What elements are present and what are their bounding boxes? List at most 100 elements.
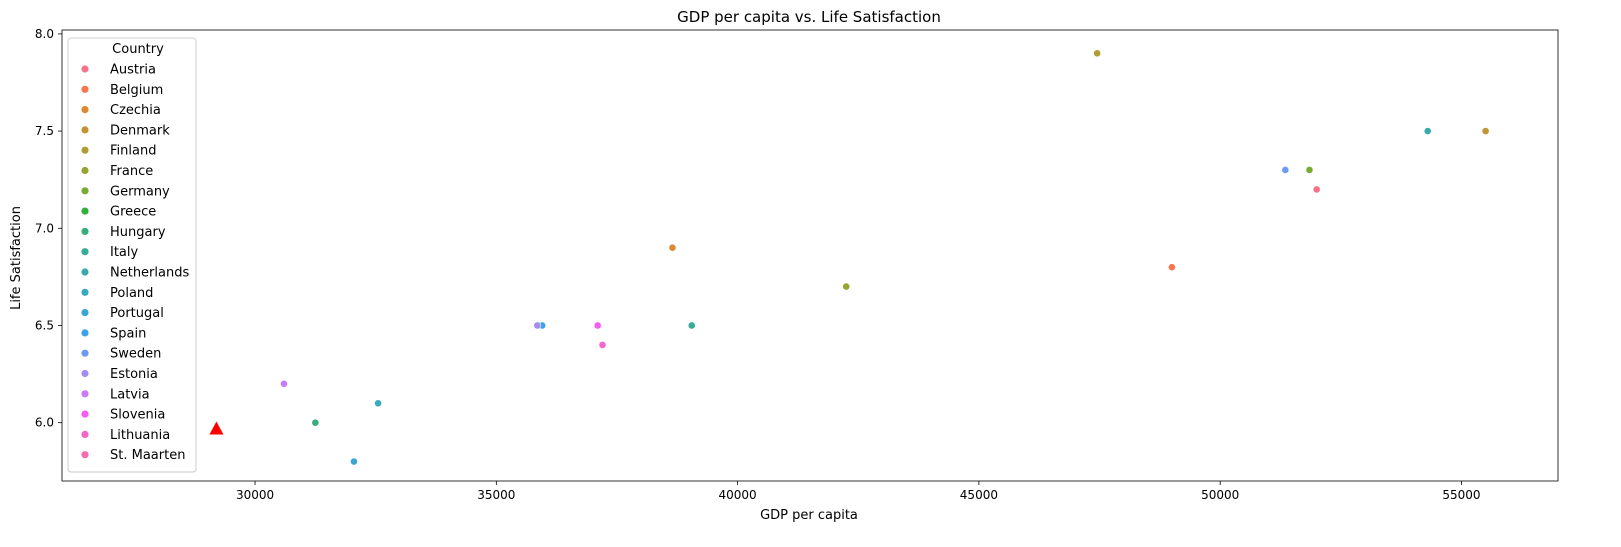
legend-label: Lithuania: [110, 428, 170, 443]
legend-label: Belgium: [110, 83, 163, 98]
y-tick-label: 7.0: [35, 221, 54, 235]
legend-marker: [81, 187, 89, 195]
data-point-finland: [1093, 49, 1102, 58]
data-point-hungary: [311, 418, 320, 427]
legend-item: Lithuania: [81, 428, 170, 443]
legend-label: Denmark: [110, 123, 170, 138]
legend-marker: [81, 369, 89, 378]
legend-label: Portugal: [110, 306, 164, 321]
data-point-netherlands: [1423, 127, 1432, 135]
legend-item: Poland: [81, 286, 153, 301]
legend-item: Czechia: [81, 103, 161, 118]
legend-item: Belgium: [81, 83, 163, 98]
legend-label: Netherlands: [110, 266, 189, 281]
legend-label: St. Maarten: [110, 448, 185, 463]
legend-marker: [81, 146, 89, 154]
legend-box: [67, 37, 197, 473]
legend-title: Country: [112, 42, 164, 57]
legend-marker: [81, 166, 89, 175]
data-point-poland: [374, 399, 382, 408]
legend-item: Austria: [81, 63, 156, 78]
plot-area: [61, 29, 1559, 482]
y-tick-label: 7.5: [35, 124, 54, 138]
legend-marker: [81, 349, 89, 357]
y-tick-label: 6.0: [35, 416, 54, 430]
legend-label: Austria: [110, 63, 156, 78]
data-point-estonia: [533, 321, 542, 330]
legend-label: Poland: [110, 286, 153, 301]
legend-item: Hungary: [81, 225, 166, 240]
x-tick-label: 35000: [477, 488, 515, 502]
data-point-france: [842, 282, 851, 291]
legend-marker: [81, 451, 89, 459]
legend-items: Austria Belgium Czechia Denmark Finland Franc…: [81, 63, 189, 463]
legend-item: Portugal: [81, 306, 164, 321]
legend-label: Spain: [110, 326, 146, 341]
legend-item: Italy: [81, 245, 139, 260]
x-tick-label: 40000: [719, 488, 757, 502]
legend-label: Greece: [110, 205, 156, 220]
data-point-austria: [1312, 185, 1321, 194]
legend-item: Germany: [81, 184, 170, 199]
data-point-italy: [687, 321, 696, 330]
data-point-latvia: [280, 379, 288, 388]
legend-item: Sweden: [81, 347, 161, 362]
legend: Country Austria Belgium Czechia Denmark Finl…: [67, 37, 197, 473]
legend-marker: [81, 309, 89, 317]
legend-label: Germany: [110, 184, 170, 199]
data-point-czechia: [668, 243, 677, 252]
legend-item: Spain: [81, 326, 146, 341]
legend-label: Finland: [110, 144, 156, 159]
data-point-belgium: [1168, 263, 1176, 272]
chart-title: GDP per capita vs. Life Satisfaction: [677, 8, 941, 26]
legend-item: Denmark: [81, 123, 170, 138]
legend-label: Hungary: [110, 225, 166, 240]
data-points: [209, 49, 1490, 466]
legend-marker: [81, 126, 89, 134]
data-point-lithuania: [598, 341, 607, 349]
x-tick-label: 30000: [236, 488, 274, 502]
x-tick-label: 50000: [1201, 488, 1239, 502]
legend-label: Sweden: [110, 347, 161, 362]
legend-marker: [81, 430, 89, 438]
legend-marker: [81, 410, 89, 418]
legend-item: Greece: [81, 205, 156, 220]
legend-label: Italy: [110, 245, 139, 260]
data-point-slovenia: [593, 321, 602, 330]
y-tick-label: 8.0: [35, 27, 54, 41]
data-point-sweden: [1281, 166, 1290, 174]
y-axis: 6.0 6.5 7.0 7.5 8.0: [35, 27, 62, 430]
legend-item: St. Maarten: [81, 448, 185, 463]
legend-label: Slovenia: [110, 408, 165, 423]
legend-marker: [81, 390, 89, 398]
legend-label: Estonia: [110, 367, 158, 382]
x-tick-label: 45000: [960, 488, 998, 502]
data-point-denmark: [1481, 127, 1490, 135]
legend-marker: [81, 288, 89, 296]
legend-marker: [81, 207, 89, 215]
legend-label: Czechia: [110, 103, 161, 118]
legend-marker: [81, 106, 89, 114]
legend-marker: [81, 268, 89, 276]
legend-item: Estonia: [81, 367, 158, 382]
x-tick-label: 55000: [1442, 488, 1480, 502]
legend-item: Slovenia: [81, 408, 165, 423]
legend-item: Netherlands: [81, 266, 189, 281]
legend-label: France: [110, 164, 153, 179]
legend-item: Latvia: [81, 387, 150, 402]
x-axis: 30000 35000 40000 45000 50000 55000: [236, 481, 1481, 502]
data-point-portugal: [350, 457, 358, 466]
y-axis-label: Life Satisfaction: [9, 206, 24, 310]
legend-marker: [81, 65, 89, 73]
highlight-triangle-marker: [209, 421, 224, 435]
data-point-germany: [1305, 166, 1314, 174]
legend-item: France: [81, 164, 153, 179]
legend-marker: [81, 227, 89, 235]
legend-label: Latvia: [110, 387, 150, 402]
x-axis-label: GDP per capita: [760, 508, 858, 523]
legend-item: Finland: [81, 144, 156, 159]
legend-marker: [81, 248, 89, 256]
y-tick-label: 6.5: [35, 318, 54, 332]
legend-marker: [81, 85, 89, 93]
